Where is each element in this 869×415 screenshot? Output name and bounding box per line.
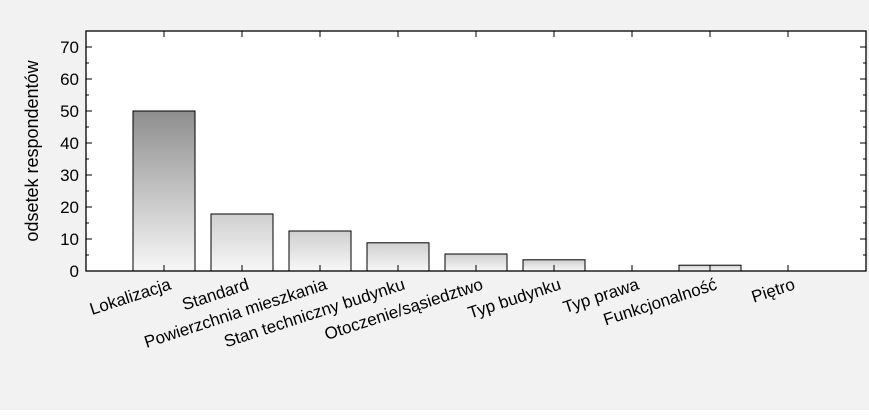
y-tick-label: 60 <box>60 70 79 89</box>
y-ticks-group: 0 10 20 30 40 50 60 70 <box>60 30 866 281</box>
bar-2 <box>288 230 352 272</box>
y-tick-label: 20 <box>60 198 79 217</box>
y-tick-label: 30 <box>60 166 79 185</box>
x-ticks-group <box>163 31 867 271</box>
y-tick-label: 0 <box>70 262 79 281</box>
bar-1 <box>210 213 274 272</box>
y-tick-label: 70 <box>60 38 79 57</box>
y-axis-title: odsetek respondentów <box>22 59 42 241</box>
bars-group <box>132 110 742 272</box>
bar-0 <box>132 110 196 272</box>
plot-area <box>86 31 866 271</box>
y-tick-label: 50 <box>60 102 79 121</box>
y-tick-label: 10 <box>60 230 79 249</box>
y-tick-label: 40 <box>60 134 79 153</box>
